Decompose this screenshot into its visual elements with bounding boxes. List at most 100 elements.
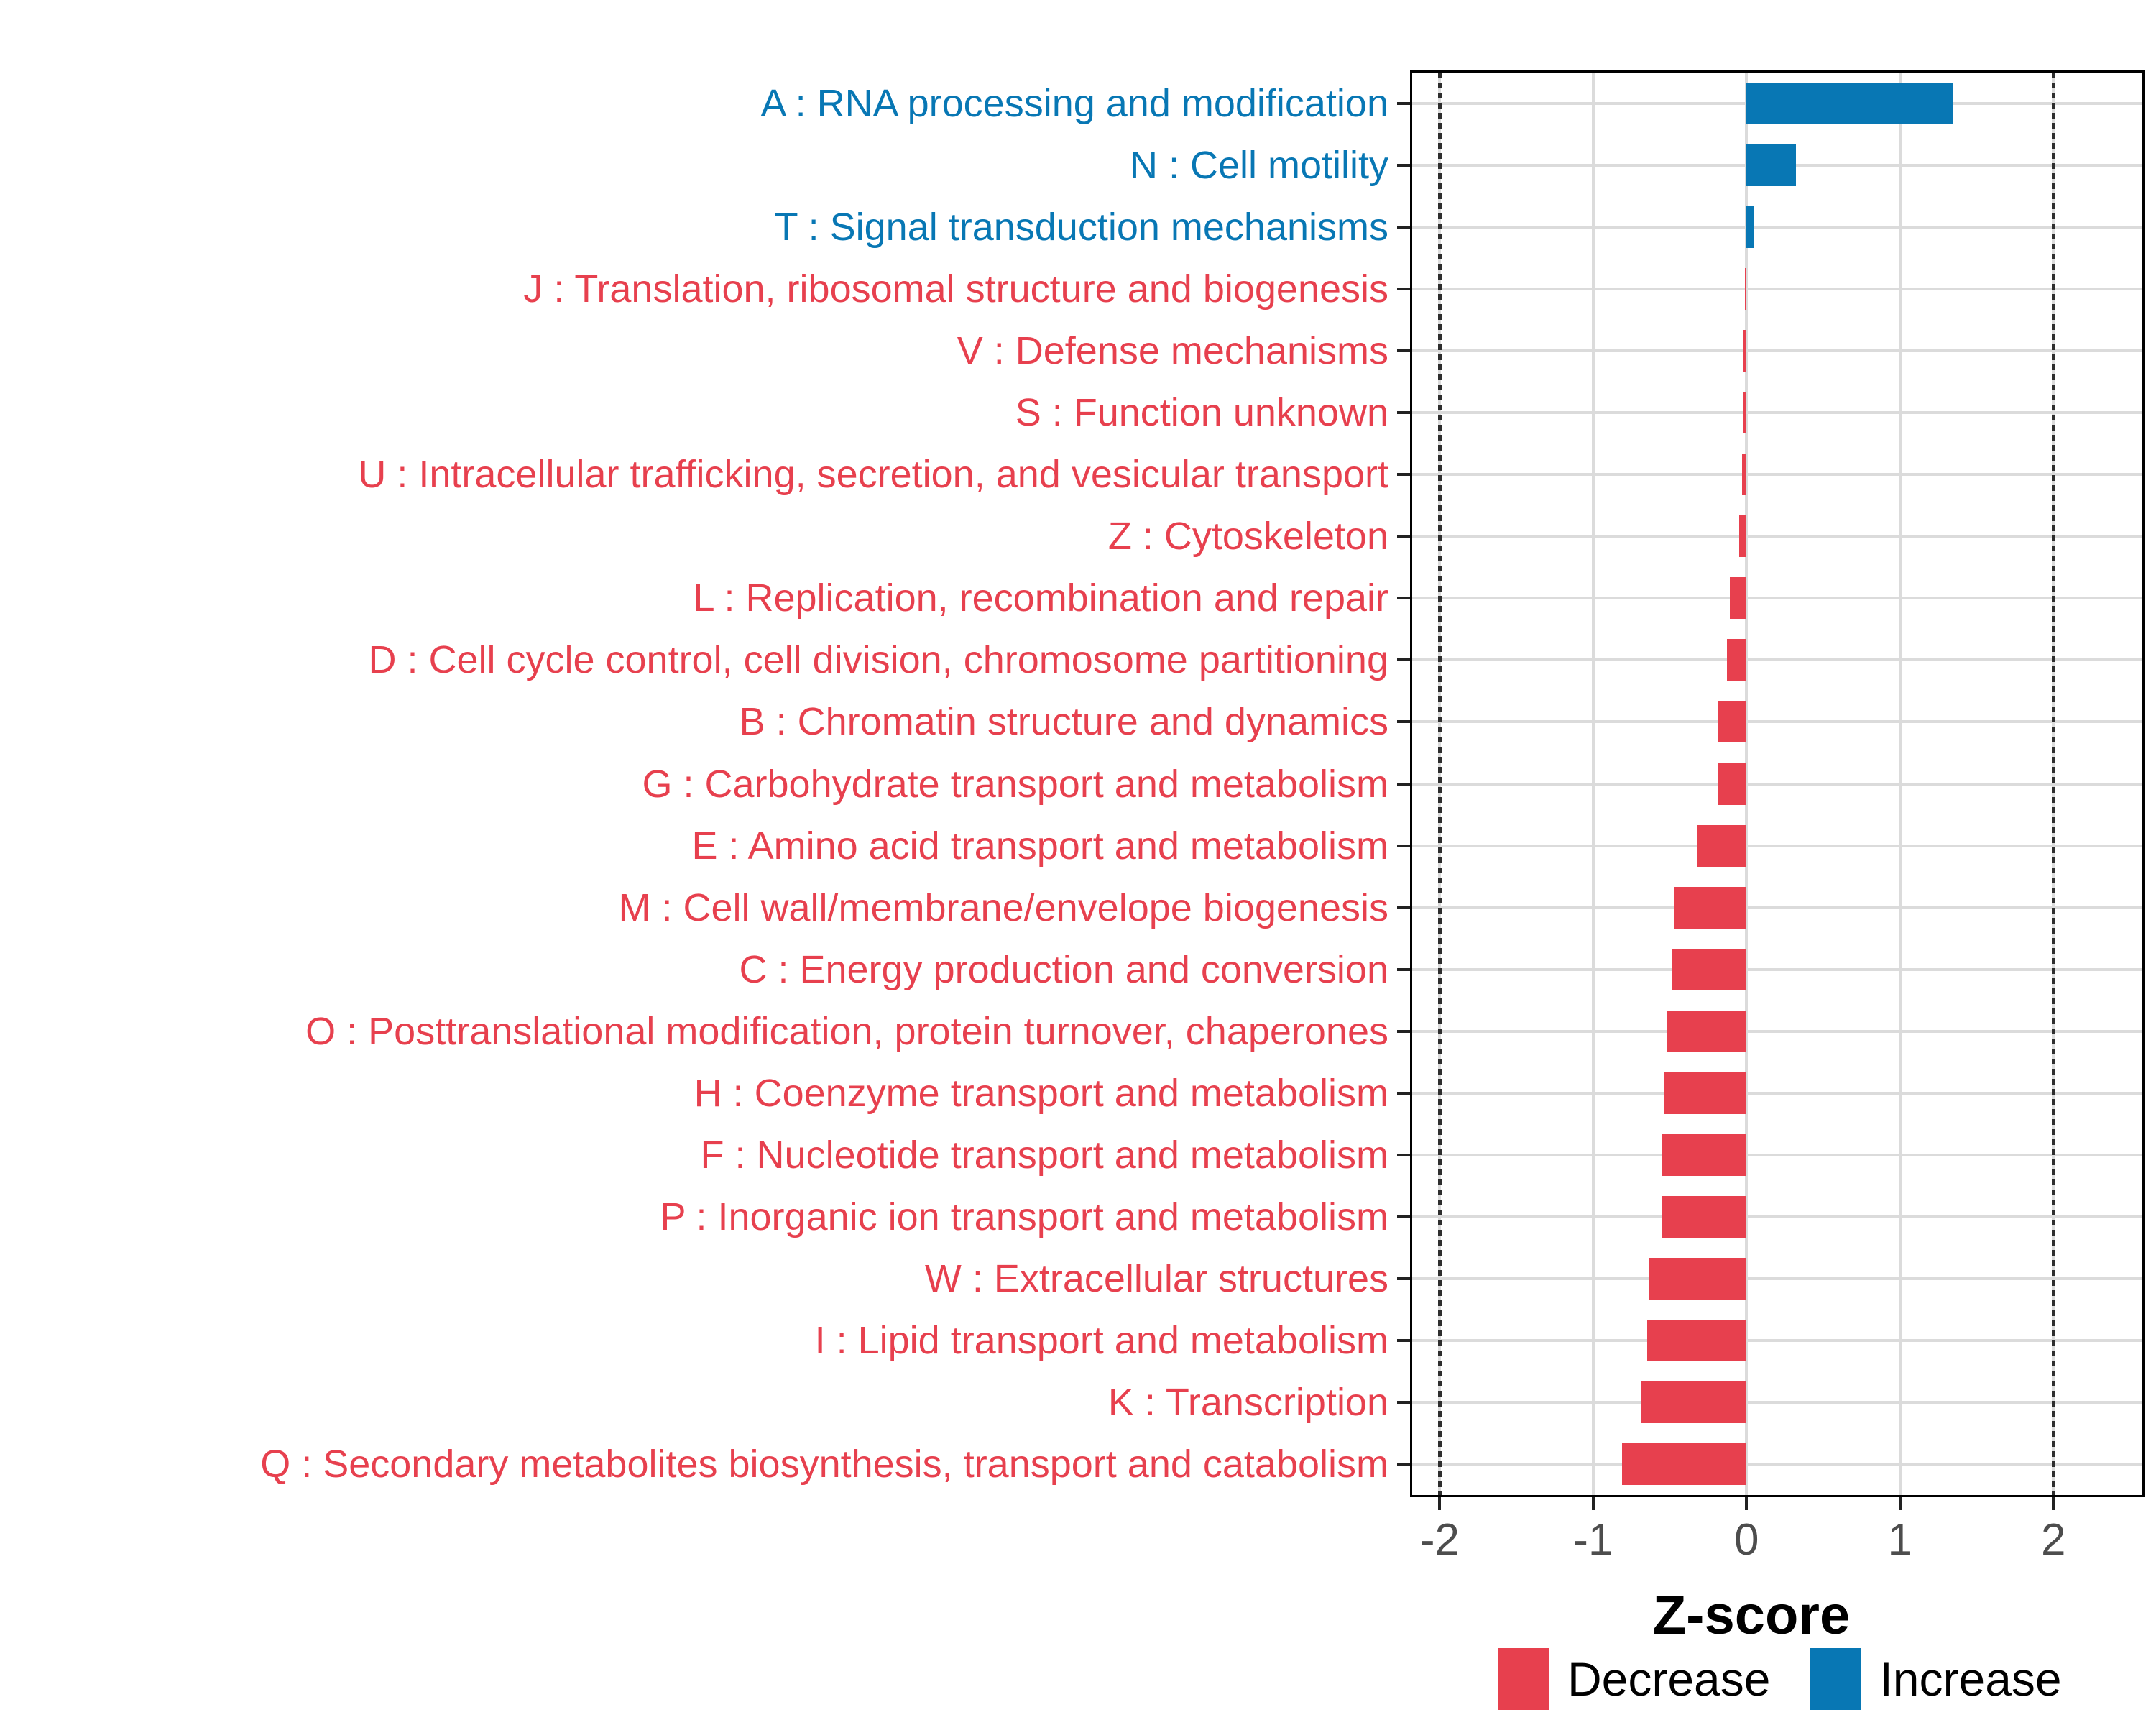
x-axis-title: Z-score bbox=[1652, 1585, 1851, 1646]
h-gridline-S bbox=[1412, 411, 2142, 415]
v-gridline-0 bbox=[1745, 73, 1749, 1495]
y-label-Z: Z : Cytoskeleton bbox=[1107, 515, 1388, 558]
y-label-K: K : Transcription bbox=[1107, 1380, 1388, 1424]
y-label-W: W : Extracellular structures bbox=[924, 1256, 1388, 1300]
y-label-S: S : Function unknown bbox=[1015, 391, 1388, 435]
h-gridline-W bbox=[1412, 1276, 2142, 1280]
h-gridline-P bbox=[1412, 1215, 2142, 1218]
dotted-reference-line--2 bbox=[1438, 73, 1442, 1495]
h-gridline-H bbox=[1412, 1091, 2142, 1095]
h-gridline-O bbox=[1412, 1029, 2142, 1033]
h-gridline-I bbox=[1412, 1338, 2142, 1342]
y-tick-D bbox=[1397, 658, 1410, 662]
bar-G bbox=[1717, 763, 1747, 805]
h-gridline-J bbox=[1412, 288, 2142, 291]
y-label-J: J : Translation, ribosomal structure and… bbox=[523, 267, 1388, 311]
bar-O bbox=[1667, 1010, 1747, 1052]
h-gridline-G bbox=[1412, 782, 2142, 786]
y-tick-C bbox=[1397, 967, 1410, 971]
y-tick-J bbox=[1397, 288, 1410, 291]
increase-swatch-icon bbox=[1810, 1648, 1861, 1710]
y-tick-B bbox=[1397, 720, 1410, 724]
y-label-V: V : Defense mechanisms bbox=[957, 329, 1388, 373]
legend-label-increase: Increase bbox=[1879, 1652, 2062, 1706]
y-tick-Z bbox=[1397, 535, 1410, 538]
bar-W bbox=[1648, 1257, 1747, 1300]
x-tick-label-2: 2 bbox=[2040, 1515, 2066, 1565]
y-tick-A bbox=[1397, 102, 1410, 106]
bar-K bbox=[1641, 1381, 1747, 1423]
y-label-Q: Q : Secondary metabolites biosynthesis, … bbox=[260, 1442, 1388, 1486]
legend-item-decrease: Decrease bbox=[1498, 1648, 1770, 1710]
bar-F bbox=[1662, 1133, 1747, 1176]
x-tick-0 bbox=[1745, 1497, 1749, 1510]
bar-S bbox=[1743, 392, 1747, 434]
bar-N bbox=[1746, 144, 1796, 187]
y-label-G: G : Carbohydrate transport and metabolis… bbox=[642, 762, 1389, 806]
bar-J bbox=[1745, 268, 1747, 310]
bar-Z bbox=[1738, 515, 1747, 558]
y-tick-O bbox=[1397, 1029, 1410, 1033]
y-tick-N bbox=[1397, 164, 1410, 167]
bar-V bbox=[1743, 330, 1747, 372]
y-label-U: U : Intracellular trafficking, secretion… bbox=[358, 453, 1388, 497]
x-tick--1 bbox=[1591, 1497, 1595, 1510]
decrease-swatch-icon bbox=[1498, 1648, 1549, 1710]
y-label-P: P : Inorganic ion transport and metaboli… bbox=[660, 1195, 1388, 1238]
h-gridline-L bbox=[1412, 597, 2142, 600]
h-gridline-D bbox=[1412, 658, 2142, 662]
bar-Q bbox=[1622, 1443, 1747, 1485]
y-label-C: C : Energy production and conversion bbox=[739, 947, 1388, 991]
y-label-A: A : RNA processing and modification bbox=[760, 82, 1388, 126]
y-tick-P bbox=[1397, 1215, 1410, 1218]
x-tick-2 bbox=[2052, 1497, 2055, 1510]
legend-label-decrease: Decrease bbox=[1567, 1652, 1771, 1706]
y-tick-E bbox=[1397, 844, 1410, 847]
y-tick-U bbox=[1397, 473, 1410, 477]
bar-P bbox=[1662, 1195, 1747, 1238]
y-tick-G bbox=[1397, 782, 1410, 786]
h-gridline-U bbox=[1412, 473, 2142, 477]
h-gridline-T bbox=[1412, 226, 2142, 229]
y-label-M: M : Cell wall/membrane/envelope biogenes… bbox=[618, 886, 1388, 929]
x-tick-label-0: 0 bbox=[1734, 1515, 1759, 1565]
v-gridline-1 bbox=[1898, 73, 1902, 1495]
h-gridline-V bbox=[1412, 349, 2142, 353]
legend-item-increase: Increase bbox=[1810, 1648, 2062, 1710]
bar-E bbox=[1697, 824, 1747, 867]
h-gridline-Z bbox=[1412, 535, 2142, 538]
bar-H bbox=[1664, 1072, 1747, 1114]
y-label-H: H : Coenzyme transport and metabolism bbox=[694, 1071, 1388, 1115]
bar-M bbox=[1674, 886, 1747, 929]
y-label-L: L : Replication, recombination and repai… bbox=[693, 576, 1388, 620]
h-gridline-K bbox=[1412, 1400, 2142, 1404]
bar-T bbox=[1746, 206, 1754, 249]
plot-panel bbox=[1410, 70, 2145, 1497]
y-label-B: B : Chromatin structure and dynamics bbox=[739, 700, 1388, 744]
y-tick-L bbox=[1397, 597, 1410, 600]
y-label-E: E : Amino acid transport and metabolism bbox=[691, 824, 1388, 868]
bar-D bbox=[1726, 639, 1747, 681]
y-tick-I bbox=[1397, 1338, 1410, 1342]
y-label-I: I : Lipid transport and metabolism bbox=[814, 1318, 1388, 1362]
y-tick-F bbox=[1397, 1153, 1410, 1156]
y-label-N: N : Cell motility bbox=[1129, 144, 1388, 188]
h-gridline-Q bbox=[1412, 1462, 2142, 1466]
y-label-O: O : Posttranslational modification, prot… bbox=[305, 1009, 1388, 1053]
h-gridline-M bbox=[1412, 906, 2142, 909]
h-gridline-E bbox=[1412, 844, 2142, 847]
y-tick-H bbox=[1397, 1091, 1410, 1095]
x-tick-1 bbox=[1898, 1497, 1902, 1510]
bar-B bbox=[1717, 701, 1747, 743]
h-gridline-C bbox=[1412, 967, 2142, 971]
bar-I bbox=[1646, 1319, 1747, 1361]
bar-C bbox=[1671, 948, 1747, 990]
y-tick-Q bbox=[1397, 1462, 1410, 1466]
y-tick-K bbox=[1397, 1400, 1410, 1404]
y-tick-V bbox=[1397, 349, 1410, 353]
legend: Decrease Increase bbox=[1498, 1648, 2062, 1710]
x-tick-label-1: 1 bbox=[1887, 1515, 1912, 1565]
y-label-T: T : Signal transduction mechanisms bbox=[774, 206, 1388, 249]
bar-A bbox=[1746, 83, 1954, 125]
x-tick-label--2: -2 bbox=[1419, 1515, 1460, 1565]
